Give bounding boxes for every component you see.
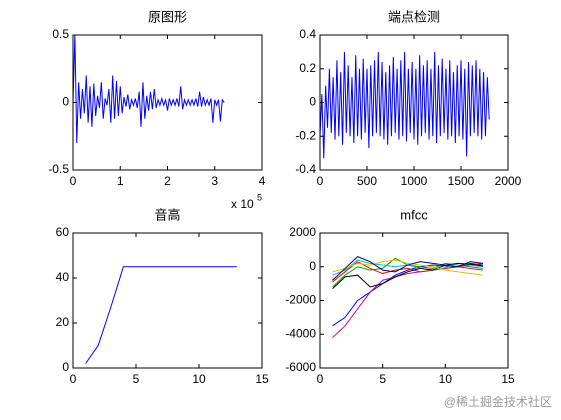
data-line bbox=[332, 259, 483, 276]
x-tick-label: 5 bbox=[133, 372, 140, 386]
chart-title: 原图形 bbox=[148, 9, 187, 24]
chart-title: mfcc bbox=[400, 207, 428, 222]
x-tick-label: 0 bbox=[317, 372, 324, 386]
data-line bbox=[332, 256, 483, 281]
y-tick-label: -2000 bbox=[285, 293, 316, 307]
x-tick-label: 5 bbox=[379, 372, 386, 386]
plot-area bbox=[320, 35, 508, 170]
plot-content bbox=[85, 266, 237, 364]
x-tick-label: 3 bbox=[211, 174, 218, 188]
y-tick-label: 40 bbox=[56, 270, 70, 284]
y-tick-label: -4000 bbox=[285, 326, 316, 340]
x-scale-label: x 10 bbox=[231, 197, 254, 211]
y-tick-label: -0.5 bbox=[48, 162, 69, 176]
x-tick-label: 10 bbox=[192, 372, 206, 386]
x-tick-label: 1500 bbox=[448, 174, 475, 188]
y-tick-label: 2000 bbox=[289, 225, 316, 239]
chart-title: 音高 bbox=[154, 207, 180, 222]
y-tick-label: -6000 bbox=[285, 360, 316, 374]
data-line bbox=[332, 262, 483, 290]
watermark: @稀土掘金技术社区 bbox=[444, 394, 552, 409]
x-tick-label: 2000 bbox=[495, 174, 522, 188]
x-tick-label: 1 bbox=[117, 174, 124, 188]
x-tick-label: 15 bbox=[255, 372, 269, 386]
x-tick-label: 10 bbox=[439, 372, 453, 386]
data-line bbox=[85, 266, 237, 364]
x-tick-label: 500 bbox=[357, 174, 377, 188]
plot-content bbox=[73, 35, 225, 144]
axes-box bbox=[72, 232, 263, 369]
y-tick-label: 60 bbox=[56, 225, 70, 239]
plot-area bbox=[320, 233, 508, 368]
x-tick-label: 2 bbox=[164, 174, 171, 188]
y-tick-label: -0.4 bbox=[295, 162, 316, 176]
plot-area bbox=[73, 35, 262, 170]
data-line bbox=[73, 35, 225, 144]
y-tick-label: 0 bbox=[309, 259, 316, 273]
y-tick-label: 0 bbox=[62, 360, 69, 374]
y-tick-label: 0.5 bbox=[52, 27, 69, 41]
y-tick-label: -0.2 bbox=[295, 128, 316, 142]
x-scale-exponent: 5 bbox=[257, 192, 262, 202]
x-tick-label: 0 bbox=[317, 174, 324, 188]
x-tick-label: 0 bbox=[70, 174, 77, 188]
plot-content bbox=[320, 51, 490, 159]
chart-title: 端点检测 bbox=[388, 9, 440, 24]
y-tick-label: 0.4 bbox=[299, 27, 316, 41]
x-tick-label: 15 bbox=[501, 372, 515, 386]
x-tick-label: 1000 bbox=[401, 174, 428, 188]
y-tick-label: 20 bbox=[56, 315, 70, 329]
y-tick-label: 0 bbox=[309, 95, 316, 109]
x-tick-label: 0 bbox=[70, 372, 77, 386]
y-tick-label: 0.2 bbox=[299, 61, 316, 75]
x-tick-label: 4 bbox=[259, 174, 266, 188]
plot-area bbox=[73, 233, 262, 368]
plot-content bbox=[332, 256, 483, 338]
data-line bbox=[320, 51, 490, 159]
y-tick-label: 0 bbox=[62, 95, 69, 109]
